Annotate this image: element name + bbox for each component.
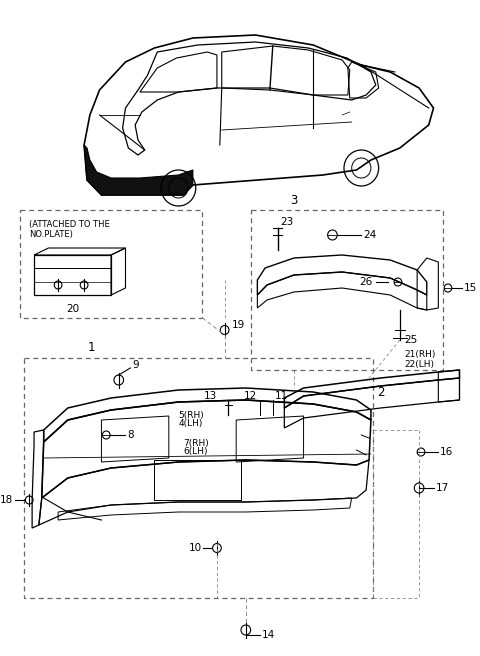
Text: 12: 12 — [244, 391, 257, 401]
Text: 3: 3 — [290, 194, 298, 207]
Text: 14: 14 — [262, 630, 276, 640]
Text: 23: 23 — [280, 217, 294, 227]
Text: 18: 18 — [0, 495, 13, 505]
Polygon shape — [84, 145, 193, 195]
Text: (ATTACHED TO THE: (ATTACHED TO THE — [29, 220, 110, 229]
Text: 20: 20 — [66, 304, 79, 314]
Text: 8: 8 — [127, 430, 134, 440]
Text: 1: 1 — [88, 341, 96, 354]
Text: 4(LH): 4(LH) — [179, 419, 203, 428]
Text: 22(LH): 22(LH) — [405, 361, 434, 369]
Text: 13: 13 — [204, 391, 217, 401]
Text: 21(RH): 21(RH) — [405, 350, 436, 359]
Text: 7(RH): 7(RH) — [183, 439, 209, 448]
Text: 10: 10 — [189, 543, 202, 553]
Text: 26: 26 — [360, 277, 373, 287]
Text: 9: 9 — [132, 360, 139, 370]
Text: 6(LH): 6(LH) — [183, 447, 208, 456]
Text: 19: 19 — [231, 320, 245, 330]
Text: NO.PLATE): NO.PLATE) — [29, 230, 73, 239]
Text: 11: 11 — [275, 391, 288, 401]
Text: 24: 24 — [363, 230, 376, 240]
Text: 17: 17 — [435, 483, 449, 493]
Text: 16: 16 — [440, 447, 454, 457]
Text: 2: 2 — [377, 386, 384, 398]
Text: 5(RH): 5(RH) — [179, 411, 204, 420]
Text: 25: 25 — [405, 335, 418, 345]
Text: 15: 15 — [464, 283, 478, 293]
